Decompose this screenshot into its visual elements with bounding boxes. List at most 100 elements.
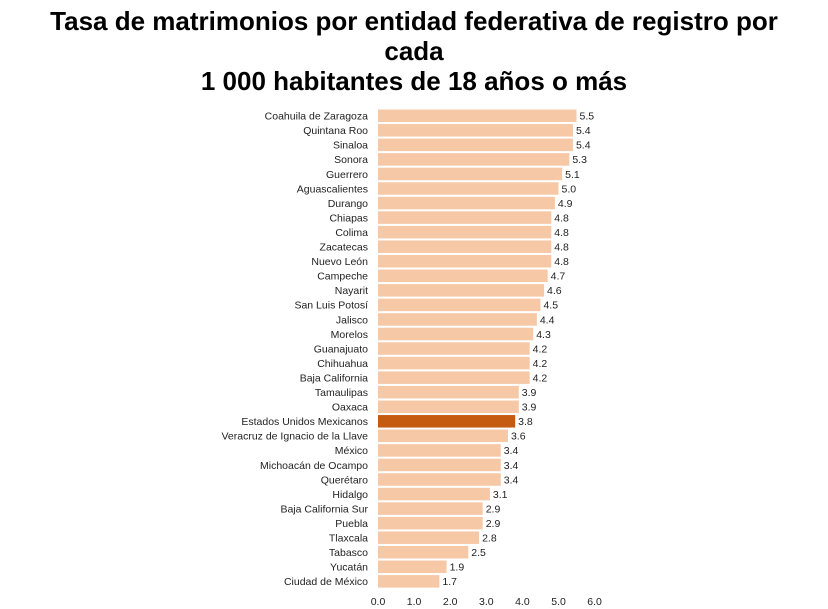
- category-label: Veracruz de Ignacio de la Llave: [221, 431, 368, 443]
- value-label: 3.8: [518, 416, 533, 428]
- bar: [378, 109, 577, 122]
- category-label: Colima: [335, 227, 368, 239]
- category-label: Guanajuato: [314, 343, 368, 355]
- category-label: Ciudad de México: [284, 576, 368, 588]
- bar: [378, 385, 519, 399]
- category-label: Nayarit: [335, 285, 368, 297]
- category-labels: Coahuila de Zaragoza Quintana Roo Sinaloa S…: [221, 111, 368, 589]
- bar: [378, 255, 552, 268]
- value-label: 4.8: [554, 212, 569, 224]
- value-label: 3.1: [493, 489, 508, 501]
- bar: [378, 211, 552, 224]
- category-label: Aguascalientes: [297, 183, 368, 195]
- value-label: 4.8: [554, 227, 569, 239]
- chart-title-line-1: Tasa de matrimonios por entidad federati…: [50, 6, 778, 36]
- x-tick-label: 5.0: [551, 596, 566, 608]
- category-label: Sinaloa: [333, 140, 368, 152]
- value-label: 5.3: [572, 154, 587, 166]
- chart-title-line-3: 1 000 habitantes de 18 años o más: [200, 66, 628, 96]
- value-label: 4.5: [543, 300, 558, 312]
- category-label: Chiapas: [329, 212, 368, 224]
- bar: [378, 473, 501, 486]
- category-label: Puebla: [335, 518, 368, 530]
- bar: [378, 531, 480, 544]
- category-label: Campeche: [317, 271, 368, 283]
- bar: [378, 356, 530, 370]
- bar: [378, 458, 501, 472]
- bar: [378, 182, 559, 195]
- bar: [378, 502, 483, 515]
- x-tick-label: 2.0: [443, 596, 458, 608]
- bar: [378, 327, 534, 341]
- value-label: 5.5: [580, 111, 595, 123]
- x-tick-label: 0.0: [371, 596, 386, 608]
- bar: [378, 269, 548, 283]
- value-label: 1.9: [450, 562, 465, 574]
- value-label: 4.9: [558, 198, 573, 210]
- value-label: 4.8: [554, 242, 569, 254]
- value-labels: 5.5 5.4 5.4 5.3 5.1 5.0 4.9 4.8 4.8 4.8 4.8 4.7 4.6 4…: [442, 111, 594, 589]
- value-label: 4.8: [554, 256, 569, 268]
- bar: [378, 400, 519, 413]
- value-label: 3.9: [522, 402, 537, 414]
- bar: [378, 167, 563, 181]
- x-axis-ticks: 0.0 1.0 2.0 3.0 4.0 5.0 6.0: [371, 596, 602, 608]
- value-label: 4.6: [547, 285, 562, 297]
- bar: [378, 575, 440, 588]
- category-label: Zacatecas: [320, 242, 368, 254]
- category-label: Estados Unidos Mexicanos: [241, 416, 368, 428]
- bar: [378, 298, 541, 312]
- category-label: Hidalgo: [332, 489, 368, 501]
- value-label: 2.9: [486, 503, 501, 515]
- category-label: Nuevo León: [311, 256, 368, 268]
- category-label: Quintana Roo: [303, 125, 368, 137]
- bar: [378, 429, 508, 443]
- value-label: 5.1: [565, 169, 580, 181]
- category-label: Tabasco: [329, 547, 368, 559]
- bars-layer: [378, 109, 577, 588]
- bar: [378, 240, 552, 253]
- x-tick-label: 3.0: [479, 596, 494, 608]
- category-label: Oaxaca: [332, 402, 368, 414]
- value-label: 3.4: [504, 460, 519, 472]
- value-label: 5.0: [562, 183, 577, 195]
- value-label: 3.9: [522, 387, 537, 399]
- bar: [378, 560, 447, 574]
- x-tick-label: 1.0: [407, 596, 422, 608]
- value-label: 1.7: [442, 576, 457, 588]
- category-label: Tamaulipas: [315, 387, 368, 399]
- bar: [378, 124, 573, 137]
- category-label: México: [335, 445, 368, 457]
- category-label: Morelos: [331, 329, 368, 341]
- bar: [378, 225, 552, 239]
- value-label: 2.9: [486, 518, 501, 530]
- category-label: Baja California Sur: [280, 503, 368, 515]
- x-tick-label: 6.0: [587, 596, 602, 608]
- bar: [378, 153, 570, 166]
- value-label: 5.4: [576, 140, 591, 152]
- category-label: Coahuila de Zaragoza: [265, 111, 368, 123]
- category-label: Michoacán de Ocampo: [260, 460, 368, 472]
- bar: [378, 284, 545, 297]
- category-label: Tlaxcala: [329, 533, 368, 545]
- value-label: 3.6: [511, 431, 526, 443]
- bar: [378, 546, 469, 559]
- bar: [378, 371, 530, 384]
- category-label: Querétaro: [321, 474, 368, 486]
- bar: [378, 444, 501, 457]
- value-label: 4.2: [533, 358, 548, 370]
- category-label: Durango: [328, 198, 368, 210]
- bar: [378, 342, 530, 355]
- value-label: 2.5: [471, 547, 486, 559]
- bar: [378, 313, 537, 326]
- value-label: 4.2: [533, 372, 548, 384]
- x-tick-label: 4.0: [515, 596, 530, 608]
- bar: [378, 516, 483, 530]
- category-label: Yucatán: [330, 562, 368, 574]
- chart-title-line-2: cada: [384, 36, 444, 66]
- category-label: Guerrero: [326, 169, 368, 181]
- value-label: 2.8: [482, 533, 497, 545]
- bar: [378, 196, 555, 210]
- bar: [378, 415, 516, 428]
